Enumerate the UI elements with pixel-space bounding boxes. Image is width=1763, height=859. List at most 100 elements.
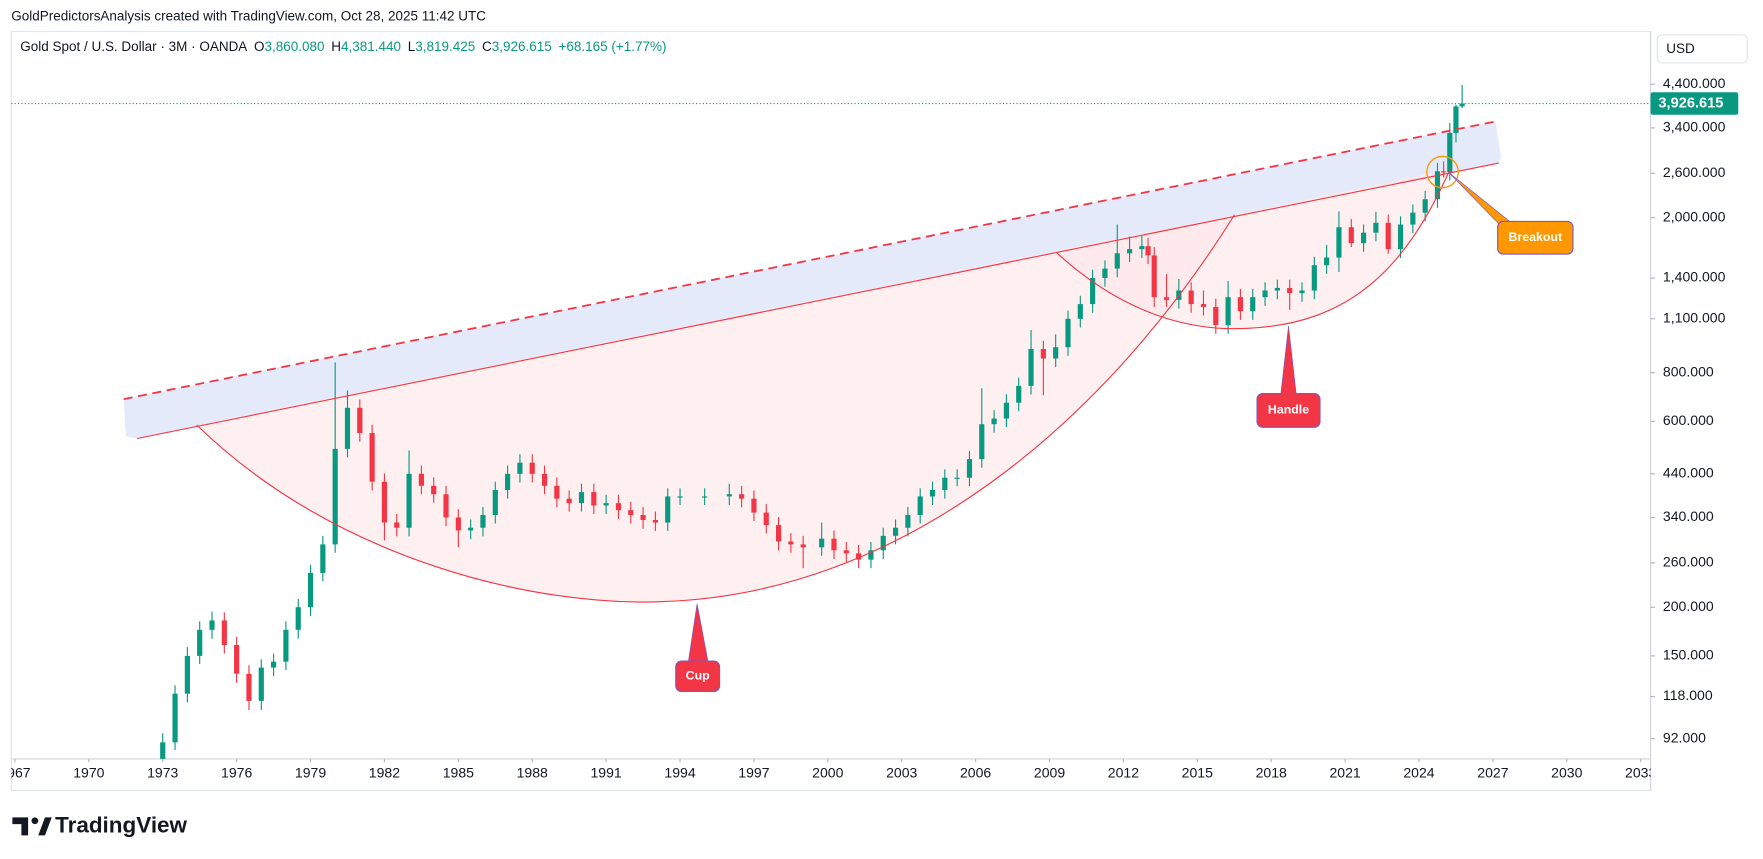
candle-body bbox=[763, 512, 769, 526]
candle-body bbox=[628, 510, 634, 515]
candle-body bbox=[1151, 255, 1157, 298]
candle-body bbox=[295, 607, 301, 630]
candle-body bbox=[1250, 297, 1256, 312]
candle-body bbox=[1299, 290, 1305, 294]
candle-body bbox=[1016, 385, 1022, 403]
candle-body bbox=[819, 538, 825, 548]
candle-body bbox=[1077, 304, 1083, 319]
candle-body bbox=[394, 522, 400, 528]
x-tick-label: 1988 bbox=[517, 764, 548, 780]
candle-body bbox=[942, 477, 948, 490]
candle-body bbox=[1441, 171, 1447, 173]
candle-body bbox=[831, 538, 837, 551]
candle-body bbox=[468, 527, 474, 531]
x-tick-label: 2009 bbox=[1034, 764, 1065, 780]
candle-body bbox=[1287, 287, 1293, 294]
candle-body bbox=[271, 661, 277, 668]
handle-label-box bbox=[1256, 392, 1321, 428]
x-tick-label: 1970 bbox=[73, 764, 104, 780]
x-tick-label: 2024 bbox=[1403, 764, 1434, 780]
candle-body bbox=[209, 620, 215, 630]
candle-body bbox=[172, 693, 178, 743]
candle-body bbox=[406, 473, 412, 528]
close-value: 3,926.615 bbox=[492, 39, 552, 54]
candle-body bbox=[788, 541, 794, 545]
credit: GoldPredictorsAnalysis created with Trad… bbox=[11, 8, 486, 23]
handle-label: Handle bbox=[1268, 403, 1309, 417]
candle-body bbox=[566, 498, 572, 504]
channel-band bbox=[123, 121, 1502, 439]
candle-body bbox=[381, 481, 388, 523]
candle-body bbox=[1262, 290, 1268, 298]
candle-body bbox=[775, 525, 782, 542]
candle-body bbox=[1213, 306, 1219, 326]
candle-body bbox=[1453, 106, 1459, 133]
candle-body bbox=[917, 496, 923, 515]
breakout-label-box bbox=[1497, 220, 1574, 255]
legend: Gold Spot / U.S. Dollar · 3M · OANDA O3,8… bbox=[20, 39, 666, 54]
candle-body bbox=[1336, 227, 1342, 258]
candle-body bbox=[554, 485, 560, 499]
x-tick-label: 1985 bbox=[443, 764, 474, 780]
candle-body bbox=[1360, 232, 1367, 244]
candle-body bbox=[541, 473, 548, 486]
last-price-label: 3,926.615 bbox=[1658, 95, 1723, 111]
y-tick-label: 340.000 bbox=[1663, 508, 1714, 524]
cup-label: Cup bbox=[686, 669, 710, 683]
candle-body bbox=[344, 407, 351, 449]
candle-body bbox=[1373, 222, 1379, 233]
candle-body bbox=[529, 462, 535, 474]
y-tick-label: 92.000 bbox=[1663, 729, 1706, 745]
y-tick-label: 260.000 bbox=[1663, 554, 1714, 570]
candles bbox=[160, 84, 1465, 759]
candle-body bbox=[751, 498, 757, 513]
x-tick-label: 2033 bbox=[1625, 764, 1656, 780]
candle-body bbox=[905, 514, 911, 528]
candle-body bbox=[1200, 304, 1207, 307]
open-value: 3,860.080 bbox=[265, 39, 325, 54]
candle-body bbox=[320, 544, 326, 573]
pattern-lines bbox=[123, 120, 1512, 664]
candle-body bbox=[1385, 222, 1391, 250]
candle-body bbox=[283, 629, 289, 662]
y-tick-label: 3,400.000 bbox=[1663, 119, 1726, 135]
candle-body bbox=[431, 485, 437, 495]
candle-body bbox=[929, 489, 936, 497]
candle-body bbox=[1145, 246, 1151, 256]
candle-body bbox=[443, 494, 449, 518]
candle-body bbox=[739, 494, 745, 499]
currency-button[interactable] bbox=[1656, 34, 1748, 64]
candle-body bbox=[1459, 103, 1465, 107]
candle-body bbox=[954, 477, 960, 479]
x-tick-label: 2000 bbox=[812, 764, 843, 780]
x-tick-label: 2030 bbox=[1551, 764, 1582, 780]
candle-body bbox=[1188, 290, 1194, 305]
axes: 92.000 118.000 150.000 200.000 260.000 340.00… bbox=[11, 75, 1739, 780]
currency[interactable]: USD bbox=[1666, 41, 1695, 56]
candle-body bbox=[1163, 297, 1170, 300]
candle-body bbox=[880, 535, 886, 551]
x-tick-label: 2003 bbox=[886, 764, 917, 780]
last-price-tag bbox=[1650, 92, 1739, 115]
candle-body bbox=[640, 514, 646, 520]
y-tick-label: 800.000 bbox=[1663, 363, 1714, 379]
candle-body bbox=[1139, 246, 1145, 250]
candle-body bbox=[505, 473, 511, 490]
y-tick-label: 1,400.000 bbox=[1663, 269, 1726, 285]
candle-body bbox=[1397, 224, 1404, 250]
low-key: L bbox=[408, 39, 416, 54]
x-tick-label: 2006 bbox=[960, 764, 991, 780]
candle-body bbox=[702, 496, 708, 498]
candle-body bbox=[1090, 277, 1096, 305]
candle-body bbox=[197, 629, 203, 656]
candle-body bbox=[603, 503, 609, 506]
candle-body bbox=[966, 459, 973, 478]
candle-body bbox=[1311, 265, 1317, 291]
candle-body bbox=[455, 517, 461, 531]
candle-body bbox=[246, 673, 252, 701]
candle-body bbox=[369, 433, 375, 482]
candle-body bbox=[615, 503, 622, 511]
candle-body bbox=[868, 550, 874, 560]
candle-body bbox=[184, 655, 190, 694]
candle-body bbox=[1126, 249, 1133, 254]
